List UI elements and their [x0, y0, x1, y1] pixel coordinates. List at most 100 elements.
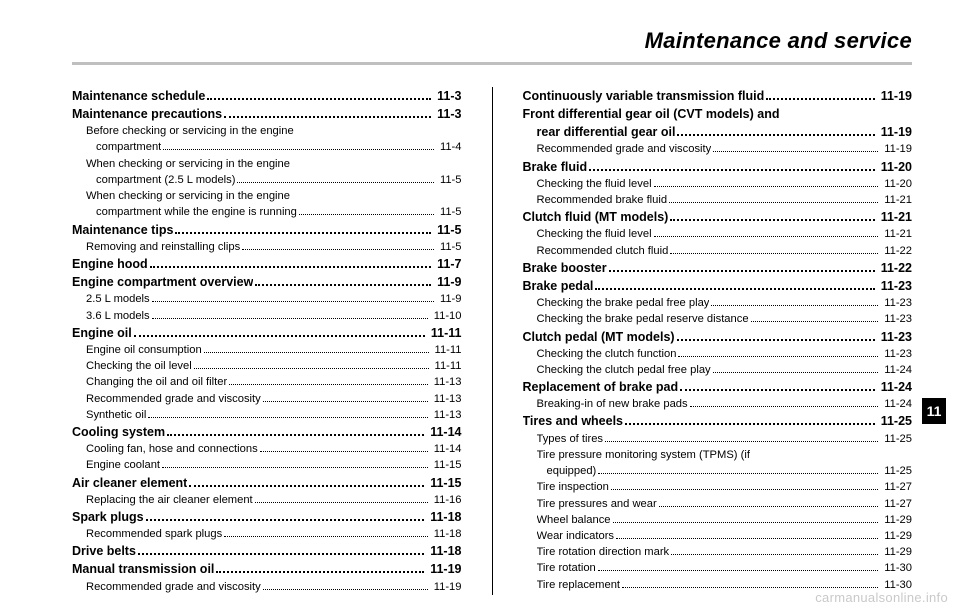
toc-entry-sub: Tire inspection11-27 [523, 479, 913, 495]
toc-leader-dots [150, 266, 431, 268]
toc-label: Checking the clutch pedal free play [537, 362, 711, 378]
toc-page-number: 11-29 [880, 544, 912, 560]
toc-label: 3.6 L models [86, 308, 150, 324]
toc-entry-sub: Tire pressure monitoring system (TPMS) (… [523, 447, 913, 463]
toc-entry-section: Brake pedal11-23 [523, 277, 913, 295]
toc-page-number: 11-19 [426, 560, 461, 578]
toc-page-number: 11-24 [880, 396, 912, 412]
toc-label: Engine oil [72, 324, 132, 342]
toc-entry-sub: compartment while the engine is running1… [72, 204, 462, 220]
toc-entry-sub: Tire rotation direction mark11-29 [523, 544, 913, 560]
toc-page-number: 11-5 [436, 172, 462, 188]
toc-entry-sub: Recommended clutch fluid 11-22 [523, 243, 913, 259]
toc-page-number: 11-3 [433, 87, 461, 105]
toc-page-number: 11-11 [427, 324, 462, 342]
toc-page-number: 11-4 [436, 139, 462, 155]
toc-page-number: 11-7 [433, 255, 461, 273]
toc-column-right: Continuously variable transmission fluid… [523, 87, 913, 595]
toc-label: Synthetic oil [86, 407, 146, 423]
toc-page-number: 11-24 [880, 362, 912, 378]
toc-label: Replacement of brake pad [523, 378, 679, 396]
toc-entry-sub: When checking or servicing in the engine [72, 188, 462, 204]
toc-label: Air cleaner element [72, 474, 187, 492]
toc-leader-dots [622, 587, 878, 588]
toc-leader-dots [189, 485, 424, 487]
toc-entry-section: Clutch fluid (MT models)11-21 [523, 208, 913, 226]
toc-page-number: 11-22 [880, 243, 912, 259]
toc-page-number: 11-13 [430, 374, 462, 390]
toc-page-number: 11-20 [880, 176, 912, 192]
toc-label: Checking the brake pedal reserve distanc… [537, 311, 749, 327]
toc-label: Tire pressure monitoring system (TPMS) (… [537, 447, 750, 463]
toc-page-number: 11-23 [877, 277, 912, 295]
toc-leader-dots [690, 406, 879, 407]
toc-entry-section: Replacement of brake pad 11-24 [523, 378, 913, 396]
toc-leader-dots [224, 116, 431, 118]
toc-page-number: 11-15 [430, 457, 462, 473]
toc-page-number: 11-30 [880, 560, 912, 576]
toc-label: rear differential gear oil [537, 123, 676, 141]
toc-columns: Maintenance schedule11-3Maintenance prec… [72, 87, 912, 595]
toc-label: Engine compartment overview [72, 273, 253, 291]
manual-toc-page: Maintenance and service Maintenance sche… [0, 0, 960, 611]
toc-page-number: 11-24 [877, 378, 912, 396]
toc-label: When checking or servicing in the engine [86, 188, 290, 204]
header-rule [72, 62, 912, 65]
toc-label: Checking the brake pedal free play [537, 295, 710, 311]
toc-leader-dots [229, 384, 428, 385]
toc-leader-dots [678, 356, 878, 357]
toc-label: Wheel balance [537, 512, 611, 528]
toc-entry-section: Brake fluid11-20 [523, 158, 913, 176]
toc-label: Tire inspection [537, 479, 609, 495]
toc-page-number: 11-11 [431, 358, 462, 374]
toc-label: Cooling system [72, 423, 165, 441]
toc-entry-sub: Recommended brake fluid11-21 [523, 192, 913, 208]
toc-page-number: 11-23 [880, 346, 912, 362]
toc-entry-sub: Synthetic oil11-13 [72, 407, 462, 423]
toc-leader-dots [138, 553, 424, 555]
toc-entry-sub: Checking the clutch function 11-23 [523, 346, 913, 362]
toc-page-number: 11-15 [426, 474, 461, 492]
toc-entry-sub: Wear indicators11-29 [523, 528, 913, 544]
toc-entry-sub: 2.5 L models11-9 [72, 291, 462, 307]
toc-leader-dots [595, 288, 874, 290]
toc-page-number: 11-29 [880, 528, 912, 544]
toc-label: Continuously variable transmission fluid [523, 87, 765, 105]
toc-entry-sub: Removing and reinstalling clips11-5 [72, 239, 462, 255]
toc-label: Tires and wheels [523, 412, 624, 430]
toc-page-number: 11-9 [436, 291, 462, 307]
chapter-tab: 11 [922, 398, 946, 424]
toc-leader-dots [670, 219, 874, 221]
toc-entry-section: Maintenance schedule 11-3 [72, 87, 462, 105]
toc-label: Types of tires [537, 431, 604, 447]
toc-leader-dots [766, 98, 875, 100]
toc-leader-dots [605, 441, 878, 442]
toc-leader-dots [713, 151, 878, 152]
toc-leader-dots [263, 401, 428, 402]
toc-label: Checking the fluid level [537, 176, 652, 192]
toc-label: Removing and reinstalling clips [86, 239, 240, 255]
toc-label: When checking or servicing in the engine [86, 156, 290, 172]
toc-leader-dots [625, 423, 875, 425]
toc-label: compartment while the engine is running [96, 204, 297, 220]
watermark: carmanualsonline.info [815, 590, 948, 605]
toc-entry-section: Tires and wheels11-25 [523, 412, 913, 430]
toc-leader-dots [152, 301, 434, 302]
toc-label: Maintenance schedule [72, 87, 205, 105]
toc-label: Changing the oil and oil filter [86, 374, 227, 390]
toc-label: Manual transmission oil [72, 560, 214, 578]
toc-entry-sub: Checking the fluid level 11-20 [523, 176, 913, 192]
toc-entry-section: Engine oil 11-11 [72, 324, 462, 342]
toc-label: compartment [96, 139, 161, 155]
toc-page-number: 11-27 [880, 496, 912, 512]
toc-leader-dots [680, 389, 875, 391]
toc-entry-section: Cooling system11-14 [72, 423, 462, 441]
toc-label: Recommended clutch fluid [537, 243, 669, 259]
toc-entry-section: rear differential gear oil11-19 [523, 123, 913, 141]
toc-entry-section: Engine compartment overview11-9 [72, 273, 462, 291]
toc-leader-dots [613, 522, 879, 523]
toc-entry-sub: Checking the fluid level11-21 [523, 226, 913, 242]
toc-label: Checking the clutch function [537, 346, 677, 362]
toc-leader-dots [255, 284, 431, 286]
toc-page-number: 11-19 [877, 87, 912, 105]
